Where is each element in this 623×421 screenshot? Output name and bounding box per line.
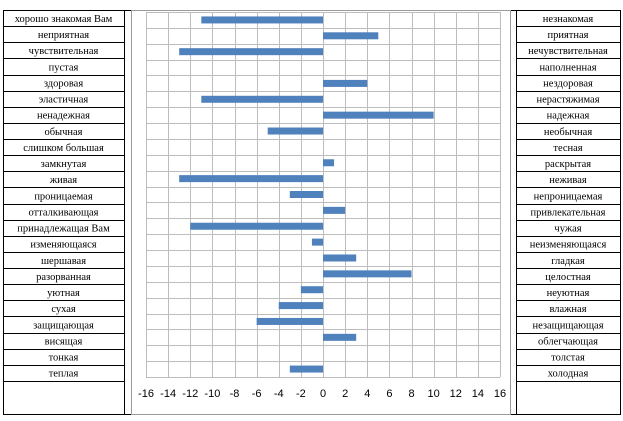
left-label-21: тонкая <box>49 353 79 364</box>
bar-4 <box>323 79 368 87</box>
bar-13 <box>190 222 323 230</box>
x-tick-label: -2 <box>296 388 306 400</box>
right-label-10: неживая <box>549 175 587 186</box>
right-label-11: непроницаемая <box>534 191 603 202</box>
right-label-4: нездоровая <box>543 78 593 89</box>
left-label-20: висящая <box>45 336 83 347</box>
right-label-20: облегчающая <box>538 336 598 347</box>
left-label-9: замкнутая <box>41 159 87 170</box>
right-label-0: незнакомая <box>543 14 594 25</box>
right-label-2: нечувствительная <box>528 46 608 57</box>
bar-9 <box>323 159 335 167</box>
right-label-18: влажная <box>549 304 586 315</box>
left-label-10: живая <box>49 175 77 186</box>
x-tick-label: -16 <box>138 388 154 400</box>
left-label-7: обычная <box>44 127 82 138</box>
bar-20 <box>323 333 357 341</box>
bar-19 <box>256 317 323 325</box>
left-label-0: хорошо знакомая Вам <box>15 14 113 25</box>
chart-area-border <box>131 10 511 415</box>
left-label-12: отталкивающая <box>28 207 98 218</box>
right-label-22: холодная <box>548 369 589 380</box>
x-tick-label: 2 <box>342 388 348 400</box>
right-label-15: гладкая <box>551 256 585 267</box>
right-label-7: необычная <box>544 127 592 138</box>
bar-1 <box>323 32 379 40</box>
bars <box>179 16 434 373</box>
right-label-8: тесная <box>553 143 582 154</box>
right-label-19: незащищающая <box>532 320 603 331</box>
left-label-22: теплая <box>49 369 79 380</box>
x-tick-label: -10 <box>204 388 220 400</box>
right-label-column: незнакомая приятная нечувствительная наполн… <box>516 14 620 382</box>
bar-0 <box>201 16 323 24</box>
right-label-13: чужая <box>554 224 581 235</box>
left-label-1: неприятная <box>38 30 89 41</box>
bar-12 <box>323 206 346 214</box>
right-label-1: приятная <box>547 30 588 41</box>
right-label-5: нерастяжимая <box>536 95 599 106</box>
right-label-6: надежная <box>547 111 590 122</box>
x-tick-label: 4 <box>364 388 370 400</box>
left-label-5: эластичная <box>39 95 89 106</box>
left-label-14: изменяющаяся <box>30 240 96 251</box>
left-label-13: принадлежащая Вам <box>17 224 110 235</box>
left-label-18: сухая <box>51 304 76 315</box>
x-axis-ticks: -16 -14 -12 -10 -8 -6 -4 -2 0 2 4 6 8 10 12 14 16 <box>138 388 506 400</box>
x-tick-label: 12 <box>450 388 462 400</box>
left-label-11: проницаемая <box>34 191 93 202</box>
bar-17 <box>300 286 323 294</box>
left-label-15: шершавая <box>41 256 86 267</box>
right-label-14: неизменяющаяся <box>530 240 607 251</box>
bar-11 <box>289 191 323 198</box>
right-label-3: наполненная <box>539 62 596 73</box>
left-label-16: разорванная <box>36 272 91 283</box>
bar-14 <box>311 238 323 246</box>
x-tick-label: -8 <box>230 388 240 400</box>
bar-10 <box>179 175 323 183</box>
right-label-16: целостная <box>545 272 591 283</box>
bar-7 <box>267 127 323 135</box>
right-label-17: неуютная <box>547 288 590 299</box>
left-label-column: хорошо знакомая Вам неприятная чувствитель… <box>3 14 124 382</box>
bar-15 <box>323 254 357 262</box>
x-tick-label: 14 <box>472 388 484 400</box>
bar-2 <box>179 48 323 56</box>
bar-5 <box>201 95 323 103</box>
bar-16 <box>323 270 412 278</box>
x-tick-label: -12 <box>182 388 198 400</box>
x-tick-label: 8 <box>408 388 414 400</box>
x-tick-label: 6 <box>386 388 392 400</box>
left-label-6: ненадежная <box>37 111 90 122</box>
right-label-21: толстая <box>551 353 585 364</box>
x-tick-label: -4 <box>274 388 284 400</box>
bar-22 <box>289 365 323 373</box>
right-label-12: привлекательная <box>531 207 606 218</box>
x-tick-label: -6 <box>252 388 262 400</box>
bar-6 <box>323 111 434 119</box>
left-label-19: защищающая <box>33 320 94 331</box>
left-label-17: уютная <box>47 288 80 299</box>
x-tick-label: -14 <box>160 388 176 400</box>
left-label-2: чувствительная <box>29 46 99 57</box>
left-label-3: пустая <box>49 62 79 73</box>
left-label-4: здоровая <box>44 78 84 89</box>
grid <box>146 12 501 378</box>
right-label-9: раскрытая <box>545 159 591 170</box>
left-label-8: слишком большая <box>23 143 104 154</box>
x-tick-label: 16 <box>494 388 506 400</box>
bar-18 <box>278 302 323 310</box>
x-tick-label: 10 <box>428 388 440 400</box>
x-tick-label: 0 <box>320 388 326 400</box>
